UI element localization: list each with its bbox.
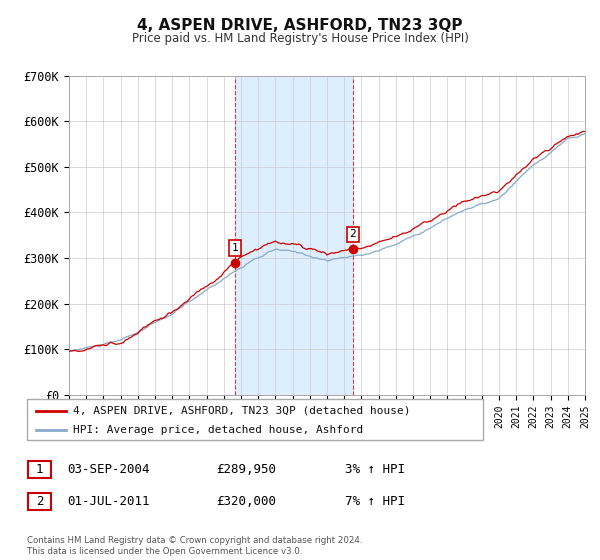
Text: 1: 1 xyxy=(36,463,43,476)
Text: 4, ASPEN DRIVE, ASHFORD, TN23 3QP: 4, ASPEN DRIVE, ASHFORD, TN23 3QP xyxy=(137,18,463,33)
Text: 2: 2 xyxy=(349,229,356,239)
Text: £320,000: £320,000 xyxy=(216,494,276,508)
Text: 4, ASPEN DRIVE, ASHFORD, TN23 3QP (detached house): 4, ASPEN DRIVE, ASHFORD, TN23 3QP (detac… xyxy=(73,405,410,416)
Text: 01-JUL-2011: 01-JUL-2011 xyxy=(67,494,150,508)
Text: £289,950: £289,950 xyxy=(216,463,276,476)
Text: Contains HM Land Registry data © Crown copyright and database right 2024.
This d: Contains HM Land Registry data © Crown c… xyxy=(27,536,362,556)
Text: 1: 1 xyxy=(232,243,239,253)
Text: 03-SEP-2004: 03-SEP-2004 xyxy=(67,463,150,476)
Text: 2: 2 xyxy=(36,494,43,508)
Text: HPI: Average price, detached house, Ashford: HPI: Average price, detached house, Ashf… xyxy=(73,424,363,435)
Text: Price paid vs. HM Land Registry's House Price Index (HPI): Price paid vs. HM Land Registry's House … xyxy=(131,32,469,45)
Bar xyxy=(235,76,353,395)
Text: 7% ↑ HPI: 7% ↑ HPI xyxy=(345,494,405,508)
Text: 3% ↑ HPI: 3% ↑ HPI xyxy=(345,463,405,476)
